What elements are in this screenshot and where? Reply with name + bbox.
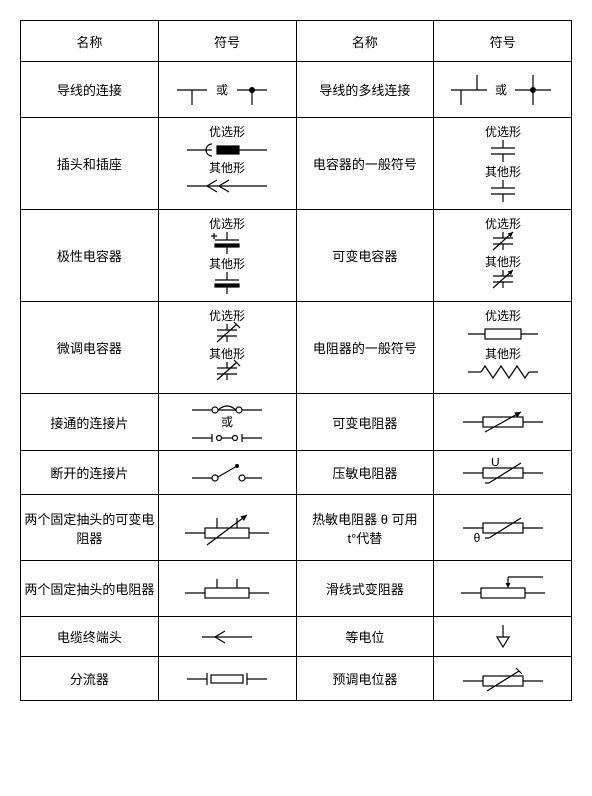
- table-row: 分流器 预调电位器: [21, 657, 572, 701]
- name-cell: 断开的连接片: [21, 451, 159, 495]
- symbol-cell: [158, 617, 296, 657]
- symbol-cell: 或: [434, 62, 572, 118]
- symbol-cell: 优选形 其他形: [434, 302, 572, 394]
- symbol-cell: θ: [434, 495, 572, 561]
- name-cell: 可变电容器: [296, 210, 434, 302]
- name-cell: 电缆终端头: [21, 617, 159, 657]
- svg-text:θ: θ: [473, 531, 480, 545]
- svg-text:U: U: [491, 458, 500, 469]
- table-row: 电缆终端头 等电位: [21, 617, 572, 657]
- name-cell: 电容器的一般符号: [296, 118, 434, 210]
- name-cell: 插头和插座: [21, 118, 159, 210]
- svg-text:其他形: 其他形: [209, 347, 245, 361]
- name-cell: 两个固定抽头的可变电阻器: [21, 495, 159, 561]
- table-row: 微调电容器 优选形 其他形 电阻器的一般符号 优选形: [21, 302, 572, 394]
- symbol-cell: 优选形 其他形: [158, 302, 296, 394]
- svg-text:或: 或: [221, 415, 233, 429]
- symbol-cell: 优选形 其他形: [158, 118, 296, 210]
- table-row: 两个固定抽头的可变电阻器 热敏电阻器 θ 可用t°代替 θ: [21, 495, 572, 561]
- symbol-cell: 优选形 其他形: [434, 118, 572, 210]
- symbol-cell: [158, 657, 296, 701]
- symbol-cell: 或: [158, 394, 296, 451]
- header-sym-1: 符号: [158, 21, 296, 62]
- svg-text:优选形: 优选形: [209, 217, 245, 231]
- name-cell: 预调电位器: [296, 657, 434, 701]
- table-row: 极性电容器 优选形 其他形 可变电容器 优选形: [21, 210, 572, 302]
- name-cell: 导线的连接: [21, 62, 159, 118]
- table-row: 导线的连接 或 导线的多线连接 或: [21, 62, 572, 118]
- svg-text:或: 或: [495, 83, 507, 97]
- name-cell: 热敏电阻器 θ 可用t°代替: [296, 495, 434, 561]
- header-row: 名称 符号 名称 符号: [21, 21, 572, 62]
- name-cell: 导线的多线连接: [296, 62, 434, 118]
- table-row: 接通的连接片 或 可变电阻器: [21, 394, 572, 451]
- symbol-cell: [434, 561, 572, 617]
- name-cell: 电阻器的一般符号: [296, 302, 434, 394]
- symbol-cell: 或: [158, 62, 296, 118]
- name-cell: 滑线式变阻器: [296, 561, 434, 617]
- header-name-2: 名称: [296, 21, 434, 62]
- symbol-cell: [434, 657, 572, 701]
- symbol-cell: 优选形 其他形: [434, 210, 572, 302]
- table-row: 断开的连接片 压敏电阻器 U: [21, 451, 572, 495]
- svg-text:优选形: 优选形: [209, 309, 245, 323]
- svg-text:其他形: 其他形: [209, 161, 245, 175]
- svg-text:优选形: 优选形: [485, 125, 521, 139]
- symbol-reference-table: 名称 符号 名称 符号 导线的连接 或 导线的多线连接 或: [20, 20, 572, 701]
- svg-text:其他形: 其他形: [485, 165, 521, 179]
- svg-text:优选形: 优选形: [485, 217, 521, 231]
- symbol-cell: U: [434, 451, 572, 495]
- name-cell: 压敏电阻器: [296, 451, 434, 495]
- symbol-cell: [434, 617, 572, 657]
- name-cell: 可变电阻器: [296, 394, 434, 451]
- header-name-1: 名称: [21, 21, 159, 62]
- symbol-cell: [158, 561, 296, 617]
- table-row: 两个固定抽头的电阻器 滑线式变阻器: [21, 561, 572, 617]
- svg-text:其他形: 其他形: [485, 347, 521, 361]
- header-sym-2: 符号: [434, 21, 572, 62]
- symbol-cell: [158, 495, 296, 561]
- svg-text:其他形: 其他形: [485, 255, 521, 269]
- name-cell: 等电位: [296, 617, 434, 657]
- svg-text:或: 或: [216, 83, 228, 97]
- name-cell: 分流器: [21, 657, 159, 701]
- name-cell: 极性电容器: [21, 210, 159, 302]
- svg-text:优选形: 优选形: [485, 309, 521, 323]
- table-row: 插头和插座 优选形 其他形 电容器的一般符号 优选形: [21, 118, 572, 210]
- symbol-cell: 优选形 其他形: [158, 210, 296, 302]
- svg-text:优选形: 优选形: [209, 125, 245, 139]
- name-cell: 两个固定抽头的电阻器: [21, 561, 159, 617]
- symbol-cell: [158, 451, 296, 495]
- symbol-cell: [434, 394, 572, 451]
- name-cell: 接通的连接片: [21, 394, 159, 451]
- svg-text:其他形: 其他形: [209, 257, 245, 271]
- name-cell: 微调电容器: [21, 302, 159, 394]
